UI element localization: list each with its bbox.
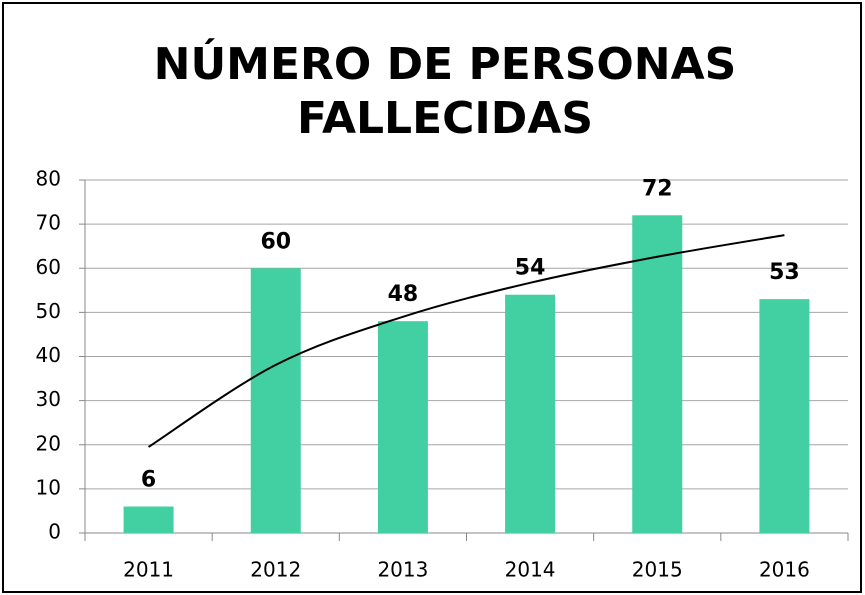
data-label: 48 (388, 282, 419, 307)
bar (505, 294, 556, 533)
y-tick-label: 80 (36, 167, 61, 191)
x-tick-label: 2015 (632, 558, 683, 582)
data-label: 60 (260, 229, 291, 254)
x-tick-label: 2014 (505, 558, 556, 582)
bar (377, 321, 428, 533)
x-tick-label: 2012 (250, 558, 301, 582)
y-tick-label: 30 (36, 387, 61, 411)
y-tick-label: 10 (36, 475, 61, 499)
data-label: 6 (141, 468, 156, 493)
bar (123, 506, 174, 533)
x-tick-label: 2011 (123, 558, 174, 582)
y-tick-label: 40 (36, 343, 61, 367)
x-tick-label: 2013 (377, 558, 428, 582)
trendline (148, 234, 785, 448)
data-label: 53 (769, 260, 800, 285)
y-tick-label: 0 (48, 520, 61, 544)
data-label: 72 (642, 176, 673, 201)
y-tick-label: 20 (36, 431, 61, 455)
bar (759, 299, 810, 533)
chart-title: NÚMERO DE PERSONAS FALLECIDAS (153, 39, 737, 144)
x-tick-label: 2016 (759, 558, 810, 582)
bar (632, 215, 683, 534)
bar (250, 268, 301, 533)
y-tick-label: 50 (36, 299, 61, 323)
y-tick-label: 60 (36, 255, 61, 279)
data-label: 54 (515, 256, 546, 281)
y-tick-label: 70 (36, 211, 61, 235)
